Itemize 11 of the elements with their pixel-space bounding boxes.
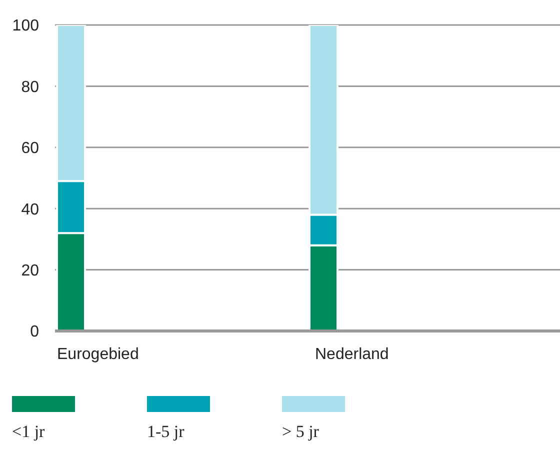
y-tick-label: 20: [21, 262, 40, 280]
y-tick-label: 40: [21, 201, 40, 218]
legend-label: 1-5 jr: [147, 422, 186, 442]
y-tick-label: 80: [21, 78, 40, 96]
y-tick-label: 0: [30, 324, 40, 341]
x-tick-label: Eurogebied: [57, 346, 139, 363]
y-tick-label: 60: [21, 140, 40, 158]
legend-label: > 5 jr: [282, 422, 320, 442]
legend-label: <1 jr: [12, 422, 46, 442]
x-tick-label: Nederland: [315, 346, 389, 363]
y-tick-label: 100: [12, 18, 40, 35]
